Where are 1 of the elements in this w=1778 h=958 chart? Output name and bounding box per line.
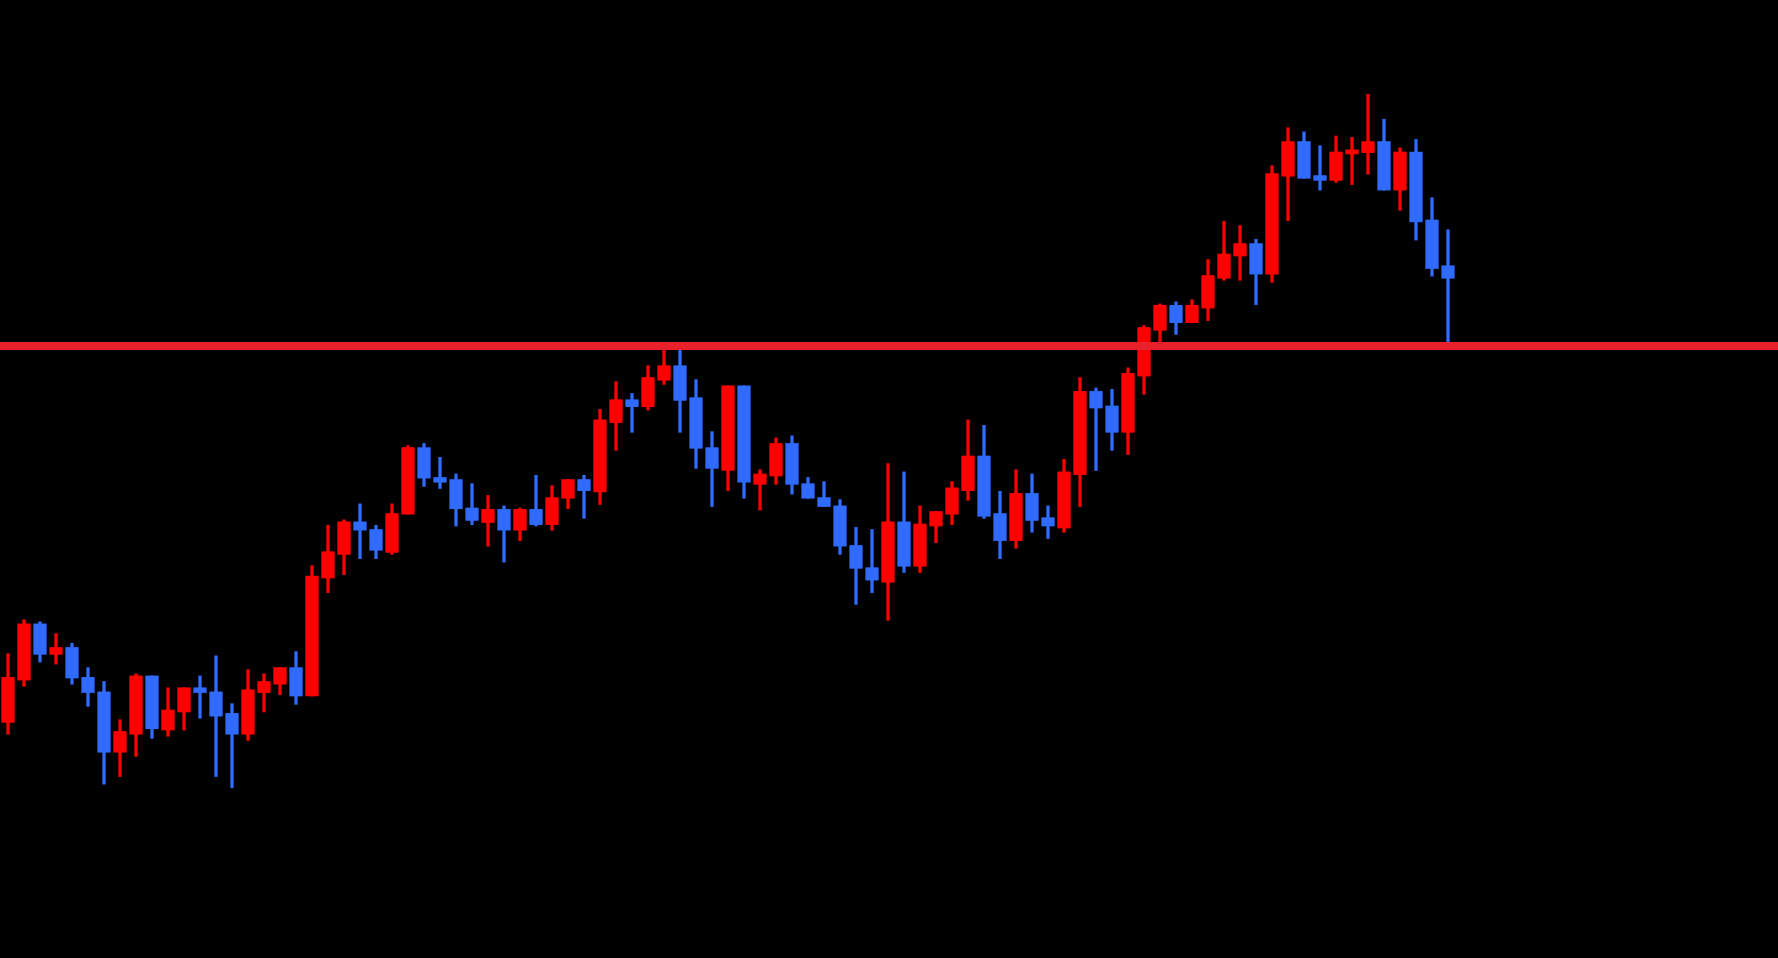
candlestick	[625, 393, 639, 433]
